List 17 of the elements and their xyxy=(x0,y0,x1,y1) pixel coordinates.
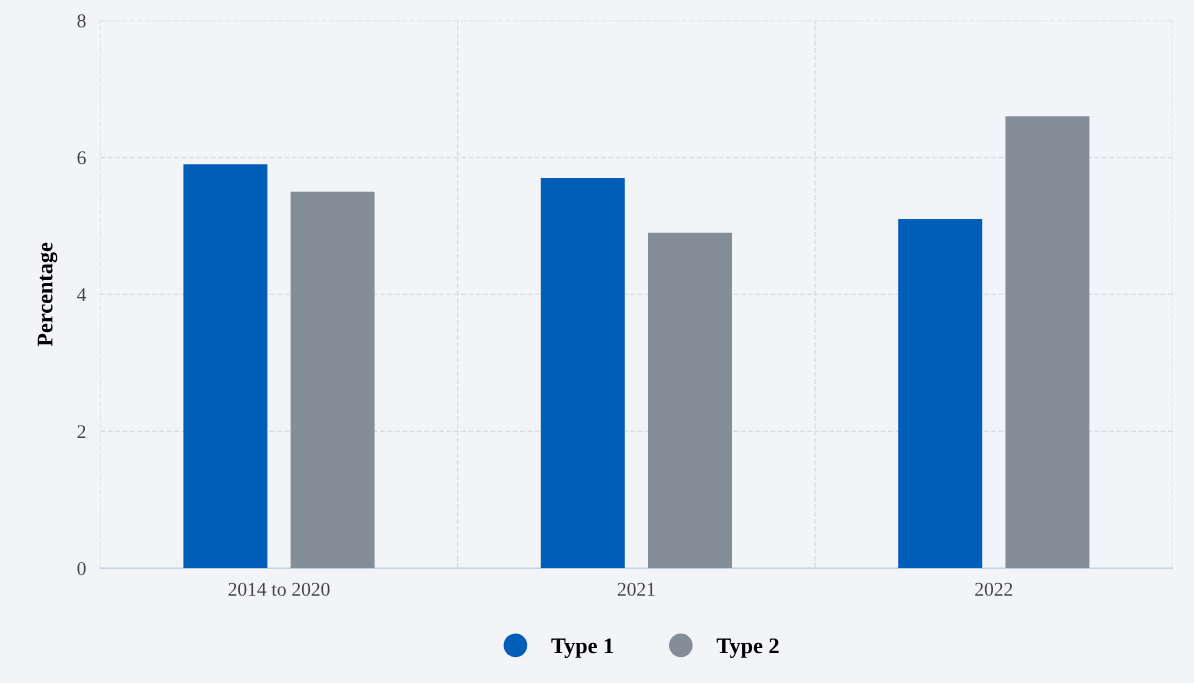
y-tick-label: 8 xyxy=(77,14,86,28)
x-tick-label: 2021 xyxy=(617,582,655,596)
y-tick-label: 6 xyxy=(77,151,86,165)
bar xyxy=(898,219,983,569)
x-tick-label: 2014 to 2020 xyxy=(228,582,330,596)
bar xyxy=(290,191,375,569)
bar xyxy=(183,164,268,569)
y-tick-label: 4 xyxy=(77,288,87,302)
y-axis-title: Percentage xyxy=(37,242,58,347)
bar xyxy=(1005,116,1090,569)
legend-label: Type 1 xyxy=(551,638,614,658)
bar xyxy=(540,177,625,569)
legend-label: Type 2 xyxy=(716,638,779,658)
x-tick-label: 2022 xyxy=(975,582,1013,596)
y-tick-label: 2 xyxy=(77,425,86,439)
bar xyxy=(648,232,733,569)
y-tick-label: 0 xyxy=(77,562,86,576)
